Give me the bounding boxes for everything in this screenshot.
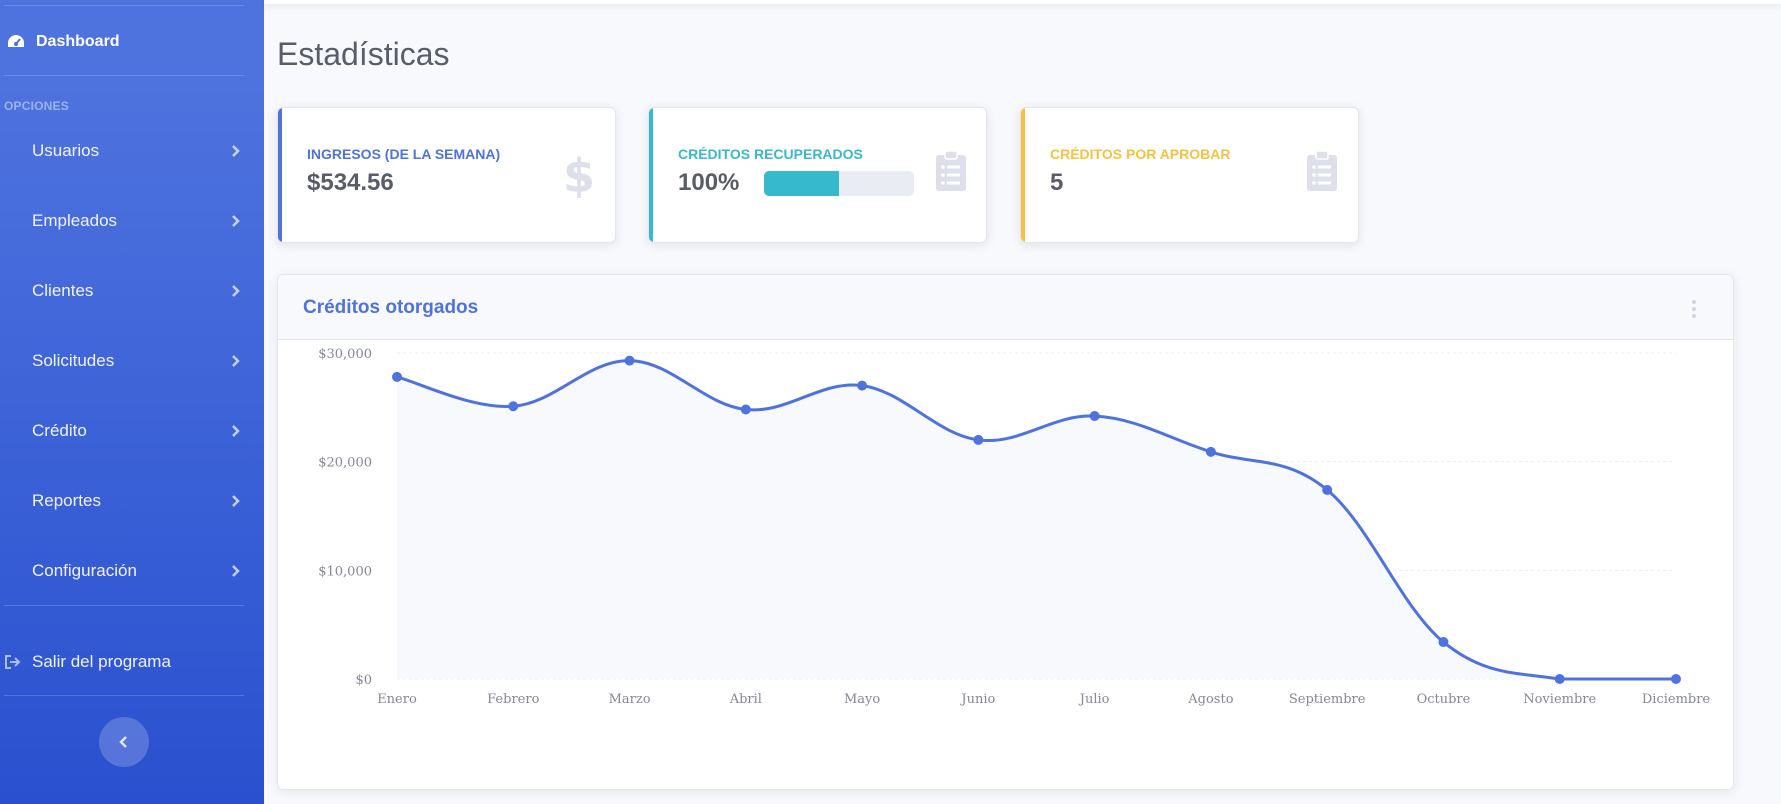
card-value: 100% — [678, 169, 740, 196]
sidebar-item-label: Empleados — [32, 211, 118, 230]
sidebar-divider — [4, 605, 244, 606]
card-title: CRÉDITOS POR APROBAR — [1050, 146, 1231, 162]
sidebar-item-label: Salir del programa — [32, 652, 171, 671]
sidebar-item-label: Crédito — [32, 421, 87, 440]
sidebar-item-label: Clientes — [32, 281, 94, 300]
data-point[interactable] — [857, 380, 868, 391]
chevron-right-icon — [232, 355, 240, 367]
data-point[interactable] — [1089, 411, 1100, 422]
sidebar-item-clientes[interactable]: Clientes — [0, 271, 244, 311]
chevron-right-icon — [232, 145, 240, 157]
sidebar-divider — [4, 695, 244, 696]
x-tick-label: Abril — [729, 692, 762, 707]
card-value: 5 — [1050, 169, 1064, 196]
tachometer-icon — [2, 32, 30, 52]
sidebar-item-usuarios[interactable]: Usuarios — [0, 131, 244, 171]
x-tick-label: Junio — [959, 692, 995, 707]
sidebar-item-label: Dashboard — [36, 33, 120, 50]
sidebar-item-reportes[interactable]: Reportes — [0, 481, 244, 521]
topbar — [264, 0, 1781, 4]
progress-bar — [764, 171, 914, 196]
data-point[interactable] — [740, 404, 751, 415]
sidebar-divider — [4, 5, 244, 6]
card-title: CRÉDITOS RECUPERADOS — [678, 146, 863, 162]
credits-chart-card: Créditos otorgados $0 $10,000 $20,000 $30,0… — [277, 274, 1734, 790]
x-tick-label: Mayo — [844, 692, 880, 707]
income-card: INGRESOS (DE LA SEMANA) $534.56 $ — [277, 107, 616, 243]
chart-title: Créditos otorgados — [303, 297, 479, 318]
data-point[interactable] — [973, 434, 984, 445]
y-tick-label: $10,000 — [318, 564, 372, 579]
page-title: Estadísticas — [277, 36, 450, 72]
pending-credits-card: CRÉDITOS POR APROBAR 5 — [1020, 107, 1359, 243]
data-point[interactable] — [1205, 446, 1216, 457]
sidebar-item-label: Usuarios — [32, 141, 100, 160]
card-accent — [278, 108, 282, 242]
card-accent — [1021, 108, 1025, 242]
sidebar-item-exit[interactable]: Salir del programa — [0, 644, 244, 680]
chevron-left-icon — [119, 736, 127, 748]
sidebar-toggle-button[interactable] — [99, 717, 149, 767]
card-value: $534.56 — [307, 169, 394, 196]
svg-text:$: $ — [566, 152, 592, 198]
sidebar-item-label: Reportes — [32, 491, 101, 510]
chevron-right-icon — [232, 215, 240, 227]
series-area — [397, 360, 1676, 679]
card-title: INGRESOS (DE LA SEMANA) — [307, 146, 501, 162]
sidebar-item-dashboard[interactable]: Dashboard — [0, 24, 244, 60]
data-point[interactable] — [392, 371, 402, 382]
y-tick-label: $20,000 — [318, 456, 372, 471]
sidebar-item-configuracion[interactable]: Configuración — [0, 551, 244, 591]
dollar-icon: $ — [566, 152, 592, 198]
sidebar-item-empleados[interactable]: Empleados — [0, 201, 244, 241]
recovered-credits-card: CRÉDITOS RECUPERADOS 100% — [648, 107, 987, 243]
sidebar-item-solicitudes[interactable]: Solicitudes — [0, 341, 244, 381]
x-tick-label: Julio — [1078, 692, 1110, 707]
x-tick-label: Septiembre — [1289, 692, 1366, 707]
sidebar-item-label: Configuración — [32, 561, 137, 580]
sidebar: Dashboard OPCIONES Usuarios Empleados Cl… — [0, 0, 264, 804]
y-tick-label: $0 — [355, 673, 372, 688]
chart-header: Créditos otorgados — [278, 275, 1733, 340]
card-accent — [649, 108, 653, 242]
sidebar-item-credito[interactable]: Crédito — [0, 411, 244, 451]
credits-line-chart: $0 $10,000 $20,000 $30,000 Enero Febrero Marz… — [318, 347, 1711, 707]
x-tick-label: Octubre — [1417, 692, 1471, 707]
data-point[interactable] — [1438, 637, 1449, 648]
clipboard-list-icon — [1307, 150, 1337, 191]
chevron-right-icon — [232, 495, 240, 507]
chevron-right-icon — [232, 285, 240, 297]
data-point[interactable] — [624, 355, 635, 366]
x-tick-label: Marzo — [609, 692, 651, 707]
sidebar-divider — [4, 75, 244, 76]
data-point[interactable] — [1671, 674, 1681, 684]
sign-out-icon — [5, 655, 21, 669]
ellipsis-vertical-icon[interactable] — [1689, 299, 1699, 319]
y-tick-label: $30,000 — [318, 347, 372, 362]
chevron-right-icon — [232, 425, 240, 437]
x-tick-label: Enero — [377, 692, 417, 707]
x-tick-label: Diciembre — [1642, 692, 1711, 707]
data-point[interactable] — [1322, 484, 1333, 495]
x-tick-label: Febrero — [487, 692, 539, 707]
clipboard-list-icon — [936, 150, 966, 191]
data-point[interactable] — [508, 401, 519, 412]
sidebar-heading: OPCIONES — [4, 99, 69, 113]
chevron-right-icon — [232, 565, 240, 577]
progress-fill — [764, 171, 839, 196]
x-tick-label: Agosto — [1187, 692, 1233, 707]
data-point[interactable] — [1554, 674, 1565, 684]
sidebar-item-label: Solicitudes — [32, 351, 115, 370]
x-tick-label: Noviembre — [1523, 692, 1596, 707]
